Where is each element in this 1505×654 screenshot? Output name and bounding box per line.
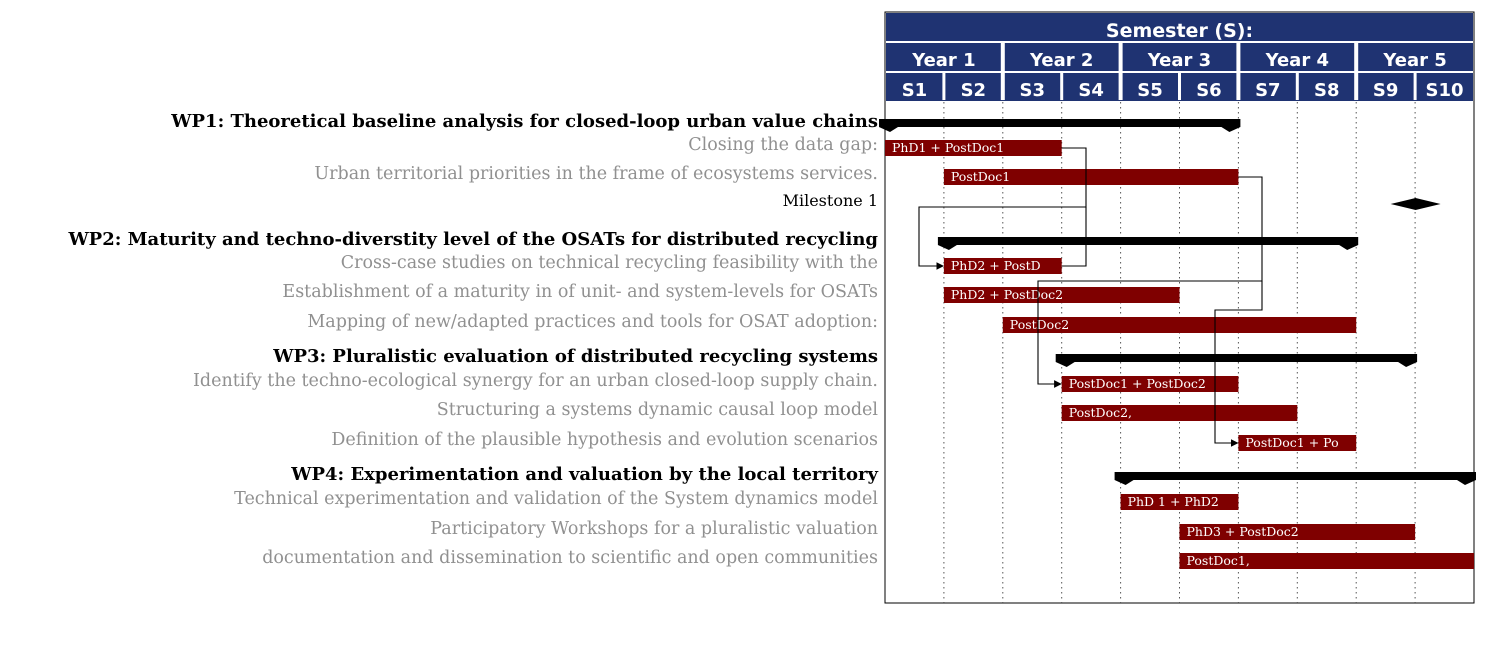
task-bar-text: PhD1 + PostDoc1 (892, 140, 1004, 155)
semester-label: S3 (1020, 80, 1046, 101)
task-bar-text: PostDoc1 + Po (1245, 435, 1338, 450)
task-bar-text: PhD2 + PostD (951, 258, 1041, 273)
year-label: Year 1 (911, 50, 975, 71)
task-label: Definition of the plausible hypothesis a… (331, 430, 878, 450)
task-bar-text: PostDoc1 (951, 169, 1010, 184)
semester-label: S4 (1078, 80, 1104, 101)
task-label: Urban territorial priorities in the fram… (314, 164, 878, 184)
task-bar-text: PhD3 + PostDoc2 (1187, 524, 1299, 539)
task-bar (1179, 524, 1416, 540)
task-label: Participatory Workshops for a pluralisti… (430, 519, 878, 539)
year-label: Year 2 (1029, 50, 1093, 71)
group-bar (879, 119, 1241, 132)
year-label: Year 4 (1265, 50, 1329, 71)
dependency-link (1061, 207, 1087, 267)
task-label: Technical experimentation and validation… (234, 489, 878, 509)
task-bar-text: PostDoc1, (1187, 553, 1250, 568)
task-bar (1179, 553, 1474, 569)
semester-label: S10 (1426, 80, 1464, 101)
task-bar (1002, 317, 1357, 333)
task-bar (1061, 405, 1298, 421)
semester-label: S2 (961, 80, 987, 101)
milestone-label: Milestone 1 (782, 191, 878, 210)
task-label: Identify the techno-ecological synergy f… (192, 371, 878, 391)
task-bar (885, 140, 1062, 156)
task-bar (1061, 376, 1239, 392)
semester-label: S5 (1137, 80, 1163, 101)
group-label: WP1: Theoretical baseline analysis for c… (171, 111, 878, 132)
group-bar (1114, 472, 1476, 485)
group-bar (1055, 354, 1418, 367)
dependency-link (1037, 176, 1263, 388)
task-bar-text: PostDoc2, (1069, 405, 1132, 420)
task-bar (943, 258, 1062, 274)
task-label: Closing the data gap: (688, 135, 878, 155)
group-bar (937, 237, 1359, 250)
milestone-marker (1390, 198, 1441, 210)
year-label: Year 3 (1147, 50, 1211, 71)
dependency-link (918, 147, 1087, 270)
task-label: Cross-case studies on technical recyclin… (340, 253, 878, 273)
task-bar-text: PostDoc2 (1010, 317, 1069, 332)
year-label: Year 5 (1382, 50, 1446, 71)
semester-label: S9 (1373, 80, 1399, 101)
semester-label: S7 (1255, 80, 1281, 101)
task-bar (1120, 494, 1239, 510)
dependency-link (1214, 281, 1263, 447)
task-bar (943, 169, 1239, 185)
task-bar-text: PhD2 + PostDoc2 (951, 287, 1063, 302)
task-bar-text: PhD 1 + PhD2 (1128, 494, 1219, 509)
group-label: WP3: Pluralistic evaluation of distribut… (273, 346, 878, 367)
chart-title: Semester (S): (1106, 20, 1253, 42)
task-bar-text: PostDoc1 + PostDoc2 (1069, 376, 1206, 391)
task-bar (1238, 435, 1357, 451)
task-label: documentation and dissemination to scien… (262, 548, 878, 568)
task-label: Mapping of new/adapted practices and too… (307, 312, 878, 332)
semester-label: S8 (1314, 80, 1340, 101)
semester-label: S1 (902, 80, 928, 101)
group-label: WP2: Maturity and techno-diverstity leve… (68, 229, 878, 250)
task-label: Establishment of a maturity in of unit- … (282, 282, 878, 302)
group-label: WP4: Experimentation and valuation by th… (291, 464, 878, 485)
task-bar (943, 287, 1180, 303)
semester-label: S6 (1196, 80, 1222, 101)
task-label: Structuring a systems dynamic causal loo… (436, 400, 878, 420)
